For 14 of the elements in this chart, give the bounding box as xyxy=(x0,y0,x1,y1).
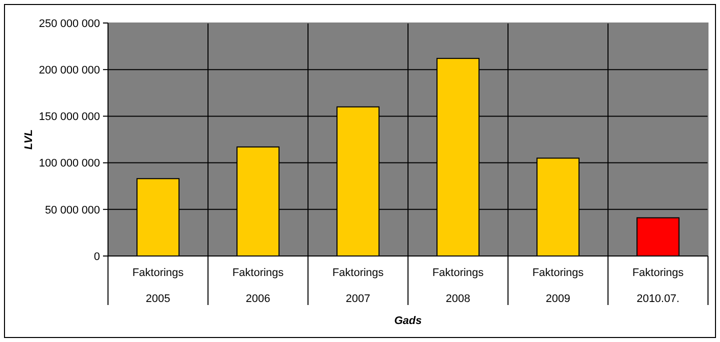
y-axis-title: LVL xyxy=(23,129,35,150)
category-label: Faktorings 2005 xyxy=(132,267,184,305)
category-label: Faktorings 2006 xyxy=(232,267,284,305)
y-tick-label: 100 000 000 xyxy=(38,158,100,170)
x-axis-title: Gads xyxy=(394,315,422,327)
category-label: Faktorings 2007 xyxy=(332,267,384,305)
y-tick-label: 250 000 000 xyxy=(38,18,100,30)
y-tick-label: 50 000 000 xyxy=(44,204,100,216)
y-tick-label: 200 000 000 xyxy=(38,64,100,76)
category-label: Faktorings 2009 xyxy=(532,267,584,305)
category-label: Faktorings 2008 xyxy=(432,267,484,305)
category-label: Faktorings 2010.07. xyxy=(632,267,684,305)
y-tick-label: 0 xyxy=(94,250,100,263)
y-tick-label: 150 000 000 xyxy=(38,111,100,124)
